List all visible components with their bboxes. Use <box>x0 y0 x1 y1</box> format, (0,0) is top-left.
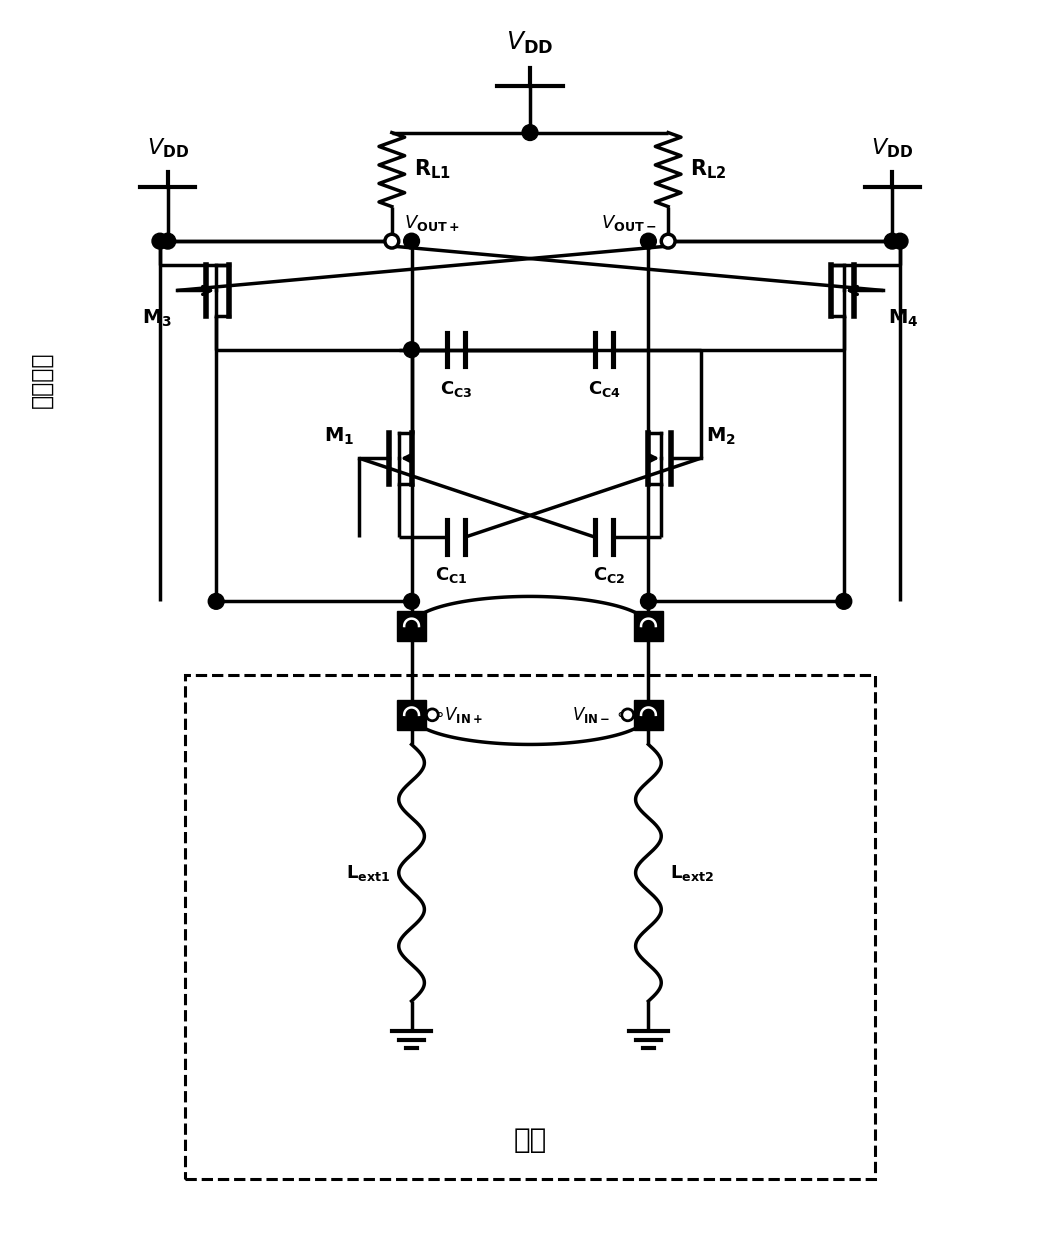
Circle shape <box>152 234 167 249</box>
Circle shape <box>208 593 224 609</box>
Text: $\mathbf{R_{L2}}$: $\mathbf{R_{L2}}$ <box>690 158 726 181</box>
Circle shape <box>884 234 900 249</box>
Bar <box>396 700 426 730</box>
Text: $\mathbf{R_{L1}}$: $\mathbf{R_{L1}}$ <box>413 158 450 181</box>
Text: $\mathbf{C_{C1}}$: $\mathbf{C_{C1}}$ <box>435 565 467 585</box>
Text: $\mathbf{C_{C3}}$: $\mathbf{C_{C3}}$ <box>440 379 472 399</box>
Text: $\mathbf{M_1}$: $\mathbf{M_1}$ <box>324 426 354 447</box>
Text: $\mathbf{L_{ext1}}$: $\mathbf{L_{ext1}}$ <box>346 863 390 883</box>
Text: $V_{\mathbf{DD}}$: $V_{\mathbf{DD}}$ <box>871 137 914 161</box>
Circle shape <box>893 234 908 249</box>
Text: $\mathbf{M_2}$: $\mathbf{M_2}$ <box>706 426 736 447</box>
Bar <box>634 612 664 641</box>
Circle shape <box>640 234 656 249</box>
Text: $\mathbf{C_{C4}}$: $\mathbf{C_{C4}}$ <box>587 379 620 399</box>
Circle shape <box>404 342 420 358</box>
Text: $V_{\mathbf{IN-}} \circ$: $V_{\mathbf{IN-}} \circ$ <box>572 705 625 725</box>
Circle shape <box>404 234 420 249</box>
Text: 中频输出: 中频输出 <box>30 350 53 407</box>
Circle shape <box>385 234 399 247</box>
Bar <box>184 676 876 1178</box>
Circle shape <box>661 234 675 247</box>
Bar <box>396 612 426 641</box>
Text: $V_{\mathbf{DD}}$: $V_{\mathbf{DD}}$ <box>507 29 553 55</box>
Text: 片外: 片外 <box>513 1127 547 1154</box>
Circle shape <box>160 234 176 249</box>
Circle shape <box>426 708 438 721</box>
Text: $V_{\mathbf{DD}}$: $V_{\mathbf{DD}}$ <box>146 137 189 161</box>
Text: $V_{\mathbf{OUT-}}$: $V_{\mathbf{OUT-}}$ <box>601 214 656 234</box>
Text: $V_{\mathbf{OUT+}}$: $V_{\mathbf{OUT+}}$ <box>404 214 459 234</box>
Text: $\mathbf{L_{ext2}}$: $\mathbf{L_{ext2}}$ <box>670 863 714 883</box>
Text: $\mathbf{C_{C2}}$: $\mathbf{C_{C2}}$ <box>593 565 625 585</box>
Text: $\mathbf{M_3}$: $\mathbf{M_3}$ <box>142 308 172 329</box>
Circle shape <box>523 124 537 141</box>
Bar <box>634 700 664 730</box>
Circle shape <box>404 593 420 609</box>
Text: $\mathbf{M_4}$: $\mathbf{M_4}$ <box>888 308 919 329</box>
Circle shape <box>622 708 634 721</box>
Circle shape <box>836 593 852 609</box>
Circle shape <box>640 593 656 609</box>
Text: $\circ V_{\mathbf{IN+}}$: $\circ V_{\mathbf{IN+}}$ <box>435 705 483 725</box>
